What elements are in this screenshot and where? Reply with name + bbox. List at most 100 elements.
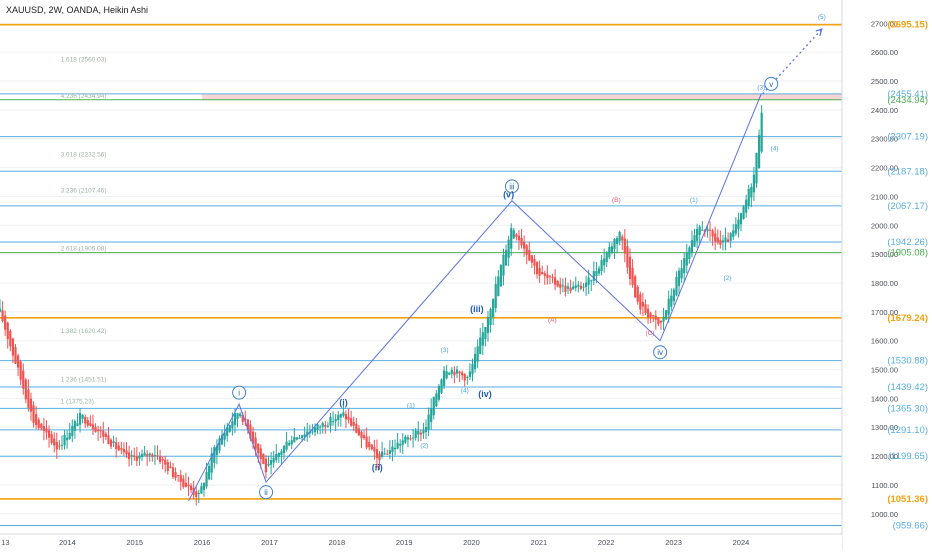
elliott-wave-line — [188, 93, 762, 502]
candle-body — [512, 230, 515, 239]
candle-body — [693, 235, 696, 247]
candle-body — [473, 353, 477, 370]
candle-body — [468, 371, 472, 378]
candle-body — [603, 258, 606, 266]
candle-body — [424, 427, 428, 433]
candle-body — [675, 276, 678, 296]
candle-body — [42, 426, 45, 431]
candle-body — [19, 361, 22, 380]
candle-body — [551, 276, 554, 278]
candle-body — [337, 414, 340, 421]
candle-body — [471, 363, 474, 375]
candle-body — [631, 267, 634, 285]
time-tick-label: 2018 — [328, 538, 345, 547]
candle-body — [739, 213, 743, 225]
candle-body — [81, 414, 84, 419]
candle-body — [135, 456, 138, 461]
candle-body — [161, 458, 164, 461]
price-tick-label: 1400.00 — [871, 394, 898, 403]
candle-body — [269, 460, 273, 465]
candle-body — [29, 398, 33, 412]
candle-body — [347, 416, 350, 420]
candle-body — [213, 447, 216, 463]
wave-label-circle — [764, 76, 779, 91]
candle-body — [151, 454, 154, 457]
candle-body — [339, 413, 342, 418]
wave-label: (2) — [420, 442, 428, 449]
price-tick-label: 2100.00 — [871, 192, 898, 201]
candle-body — [458, 371, 461, 374]
price-tick-label: 1100.00 — [871, 481, 898, 490]
candle-body — [344, 413, 348, 420]
candle-body — [685, 252, 688, 266]
candle-body — [200, 486, 203, 494]
candle-body — [393, 447, 397, 450]
candle-body — [494, 283, 497, 309]
candle-body — [239, 413, 242, 417]
fib-labels-layer: 1.618 (2560.03) 4.236 (2434.94) 3.618 (223… — [61, 57, 107, 406]
wave-label-circle — [504, 179, 519, 194]
price-tick-label: 1800.00 — [871, 279, 898, 288]
candle-body — [208, 465, 211, 480]
candle-body — [6, 322, 9, 340]
candle-body — [241, 414, 244, 422]
candle-body — [350, 418, 353, 426]
level-label: (1199.65) — [888, 451, 928, 462]
candle-body — [554, 277, 557, 285]
candle-body — [373, 446, 376, 452]
time-tick-label: 2022 — [598, 538, 615, 547]
wave-labels-layer: iiiiiiivv(i)(ii)(iii)(iv)(v)(1)(2)(3)(4)… — [232, 14, 826, 500]
candle-body — [368, 442, 371, 447]
candle-body — [298, 437, 301, 439]
candles-layer — [0, 104, 763, 506]
candle-body — [60, 444, 64, 446]
candle-body — [288, 442, 291, 446]
candle-body — [399, 443, 402, 446]
candle-body — [497, 276, 500, 297]
candle-body — [479, 337, 482, 354]
wave-label: (i) — [339, 398, 348, 408]
time-axis[interactable]: 13 2014 2015 2016 2017 2018 2019 2020 2021 2022 20… — [0, 533, 842, 550]
candle-body — [295, 437, 299, 440]
candle-body — [187, 484, 190, 487]
candle-body — [579, 285, 583, 289]
candle-body — [422, 430, 425, 434]
candle-body — [331, 421, 335, 423]
candle-body — [205, 472, 208, 487]
candle-body — [427, 414, 430, 430]
fib-label: 4.236 (2434.94) — [61, 93, 107, 100]
candle-body — [122, 448, 126, 453]
candle-body — [683, 258, 686, 274]
candle-body — [45, 428, 48, 433]
candle-body — [595, 271, 598, 277]
candle-body — [724, 237, 727, 242]
wave-label: (4) — [461, 388, 469, 395]
projection-arrow-icon — [815, 28, 823, 37]
level-label: (1530.88) — [887, 356, 928, 367]
candle-body — [375, 449, 379, 458]
candle-body — [179, 475, 182, 482]
candle-body — [58, 445, 61, 447]
candle-body — [745, 199, 748, 213]
candle-body — [412, 437, 415, 439]
candle-body — [326, 425, 330, 427]
candle-body — [37, 419, 40, 428]
candle-body — [523, 241, 526, 249]
candle-body — [755, 152, 758, 184]
wave-label: iv — [657, 348, 663, 357]
price-axis[interactable]: 1000.00 1100.00 1200.00 1300.00 1400.00 1500.… — [841, 0, 932, 550]
candle-body — [97, 429, 100, 432]
candle-body — [404, 436, 407, 443]
candle-body — [757, 135, 761, 169]
candle-body — [615, 238, 619, 245]
time-tick-label: 2023 — [665, 538, 682, 547]
candle-body — [582, 286, 585, 288]
candle-body — [362, 435, 366, 439]
candle-body — [484, 327, 487, 339]
candle-body — [365, 436, 368, 448]
candle-body — [63, 435, 66, 446]
candle-body — [133, 455, 136, 457]
candle-body — [499, 265, 502, 287]
candle-body — [53, 438, 56, 446]
